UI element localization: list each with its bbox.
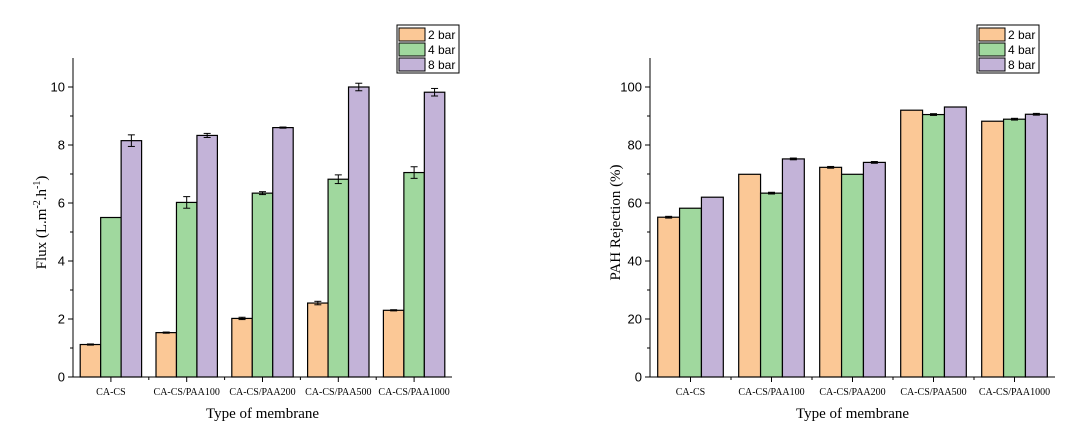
x-tick-label: CA-CS/PAA200 (229, 387, 295, 398)
y-axis-title-part: Flux (L.m (34, 208, 50, 269)
bar-4bar-2 (251, 192, 274, 378)
bar-8bar-2 (272, 126, 294, 378)
y-tick-label: 60 (628, 196, 642, 211)
bar-4bar-3 (327, 178, 350, 378)
bar-4bar-0 (678, 207, 703, 378)
y-axis-title-part: -2 (32, 200, 43, 208)
bar-8bar-0 (120, 140, 143, 378)
y-tick-label: 0 (635, 370, 642, 385)
bar-2bar-4 (981, 120, 1005, 378)
x-tick-label: CA-CS/PAA500 (900, 387, 966, 398)
bar-4bar-2 (840, 173, 865, 378)
bar-8bar-3 (943, 106, 967, 378)
bar-8bar-3 (347, 86, 370, 378)
bar-2bar-2 (819, 166, 843, 378)
x-tick-label: CA-CS (676, 387, 705, 398)
y-tick-label: 80 (628, 138, 642, 153)
bar-2bar-1 (155, 332, 178, 378)
legend-swatch (398, 27, 426, 42)
y-tick-label: 2 (58, 312, 65, 327)
chart-panel-2: CA-CS CA-CS/PAA100 CA-CS/PAA200 CA-CS/PAA50… (608, 24, 1055, 422)
y-axis-title-part: -1 (32, 181, 43, 189)
legend-label: 2 bar (428, 28, 455, 42)
legend-swatch (398, 57, 426, 72)
x-axis-title: Type of membrane (206, 406, 319, 422)
y-tick-label: 40 (628, 254, 642, 269)
bar-2bar-1 (738, 173, 762, 378)
legend-swatch (978, 42, 1006, 57)
y-tick-label: 10 (51, 80, 65, 95)
bar-2bar-4 (382, 309, 405, 378)
bar-8bar-2 (862, 161, 886, 378)
x-tick-label: CA-CS/PAA100 (154, 387, 220, 398)
y-tick-label: 20 (628, 312, 642, 327)
bar-8bar-4 (423, 91, 446, 378)
x-tick-label: CA-CS/PAA100 (738, 387, 804, 398)
legend-label: 4 bar (1008, 43, 1035, 57)
legend-swatch (978, 57, 1006, 72)
y-tick-label: 4 (58, 254, 65, 269)
bar-2bar-2 (231, 317, 253, 378)
legend-label: 8 bar (428, 58, 455, 72)
legend-swatch (398, 42, 426, 57)
bar-2bar-0 (657, 216, 681, 378)
y-axis-title-part: ) (34, 176, 50, 181)
bar-8bar-0 (700, 196, 724, 378)
bar-4bar-4 (1002, 118, 1027, 378)
bar-8bar-1 (781, 158, 805, 378)
legend-swatch (978, 27, 1006, 42)
y-tick-label: 6 (58, 196, 65, 211)
bar-4bar-0 (100, 216, 122, 378)
legend-label: 4 bar (428, 43, 455, 57)
bar-8bar-4 (1024, 113, 1048, 378)
bar-4bar-1 (175, 201, 198, 378)
y-tick-label: 0 (58, 370, 65, 385)
y-axis-title: Flux (L.m-2.h-1) (32, 176, 50, 270)
bar-2bar-3 (307, 302, 329, 378)
y-tick-label: 100 (620, 80, 642, 95)
y-axis-title: PAH Rejection (%) (608, 164, 624, 280)
legend-label: 8 bar (1008, 58, 1035, 72)
x-tick-label: CA-CS/PAA500 (305, 387, 371, 398)
y-tick-label: 8 (58, 138, 65, 153)
bar-4bar-3 (921, 113, 946, 378)
bar-8bar-1 (196, 134, 218, 378)
x-tick-label: CA-CS/PAA1000 (979, 387, 1050, 398)
x-tick-label: CA-CS/PAA200 (819, 387, 885, 398)
bar-2bar-3 (900, 109, 924, 378)
x-axis-title: Type of membrane (796, 406, 909, 422)
bar-4bar-4 (403, 171, 425, 378)
chart-panel-1: CA-CS CA-CS/PAA100 CA-CS/PAA200 CA-CS/PAA50… (32, 24, 460, 422)
bar-4bar-1 (759, 192, 784, 378)
y-axis-title-part: .h (34, 188, 50, 200)
x-tick-label: CA-CS/PAA1000 (378, 387, 449, 398)
x-tick-label: CA-CS (96, 387, 125, 398)
bar-2bar-0 (79, 343, 102, 378)
legend-label: 2 bar (1008, 28, 1035, 42)
